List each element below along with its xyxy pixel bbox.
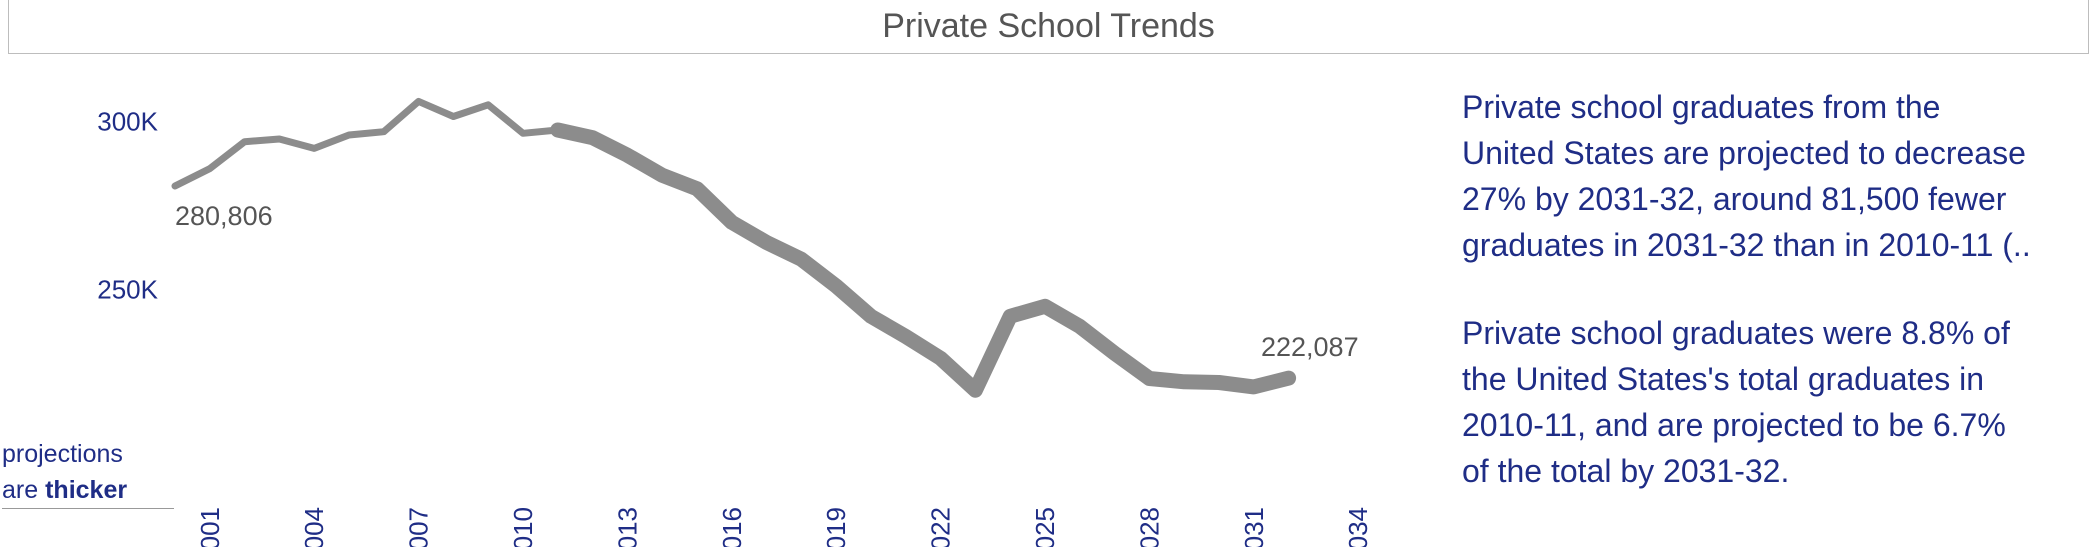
data-label: 222,087 <box>1261 332 1359 362</box>
y-axis: 250K 300K <box>97 107 158 305</box>
legend-note-line2: are thicker <box>2 472 174 508</box>
data-labels: 280,806 222,087 <box>175 201 1359 362</box>
legend-note-prefix: are <box>2 476 46 504</box>
data-label: 280,806 <box>175 201 273 231</box>
x-tick-label: 2034 <box>1343 507 1373 547</box>
x-tick-label: 2010 <box>508 507 538 547</box>
x-tick-label: 2004 <box>299 507 329 547</box>
x-tick-label: 2022 <box>926 507 956 547</box>
summary-text: Private school graduates from the United… <box>1462 84 2082 536</box>
actual-series-line <box>171 97 562 190</box>
summary-paragraph-1: Private school graduates from the United… <box>1462 89 2031 263</box>
x-tick-label: 2013 <box>612 507 642 547</box>
legend-note-line1: projections <box>2 440 123 468</box>
chart-title: Private School Trends <box>8 0 2089 54</box>
x-tick-label: 2031 <box>1239 507 1269 547</box>
summary-paragraph-2: Private school graduates were 8.8% of th… <box>1462 315 2010 489</box>
x-axis: 2001 2004 2007 2010 2013 2016 2019 2022 2025 2028… <box>195 507 1373 547</box>
projected-series-line <box>550 122 1297 398</box>
projection-legend-note: projections are thicker <box>2 436 174 509</box>
line-chart: 250K 300K 2001 2004 2007 2010 2013 2016 2019 202… <box>97 97 1373 547</box>
x-tick-label: 2025 <box>1030 507 1060 547</box>
legend-note-bold: thicker <box>45 476 128 504</box>
y-tick-label: 300K <box>97 107 158 137</box>
x-tick-label: 2028 <box>1134 507 1164 547</box>
x-tick-label: 2001 <box>195 507 225 547</box>
x-tick-label: 2016 <box>717 507 747 547</box>
x-tick-label: 2019 <box>821 507 851 547</box>
series-lines <box>171 97 1297 398</box>
y-tick-label: 250K <box>97 274 158 304</box>
x-tick-label: 2007 <box>404 507 434 547</box>
